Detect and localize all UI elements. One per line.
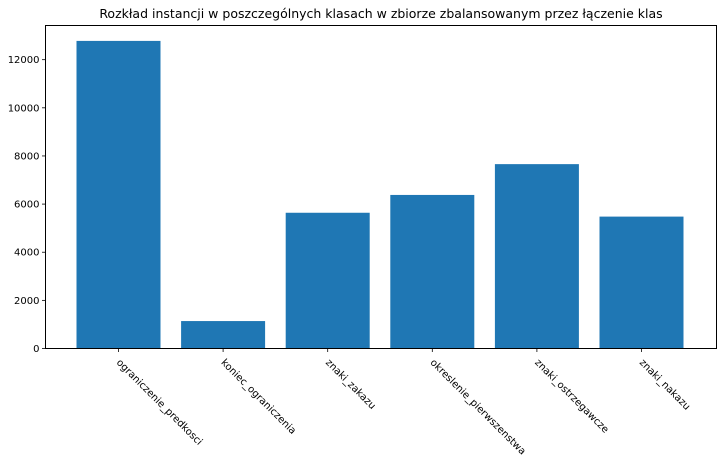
bar-znaki_zakazu [285, 212, 370, 349]
y-tick-label: 10000 [8, 103, 40, 114]
y-tick-label: 2000 [14, 296, 39, 307]
chart-title: Rozkład instancji w poszczególnych klasa… [99, 6, 662, 21]
bar-znaki_ostrzegawcze [494, 164, 579, 349]
plot-frame [45, 25, 717, 349]
bar-koniec_ograniczenia [181, 321, 266, 349]
y-tick-label: 12000 [8, 55, 40, 66]
y-tick-label: 8000 [14, 151, 39, 162]
bars-layer [76, 40, 684, 349]
y-axis: 0 2000 4000 6000 8000 10000 12000 [8, 55, 46, 355]
y-tick-label: 0 [33, 344, 39, 355]
bar-okreslenie_pierwszenstwa [390, 194, 475, 349]
bar-ograniczenie_predkosci [76, 40, 161, 349]
bar-znaki_nakazu [599, 216, 684, 349]
y-tick-label: 6000 [14, 200, 39, 211]
y-tick-label: 4000 [14, 248, 39, 259]
